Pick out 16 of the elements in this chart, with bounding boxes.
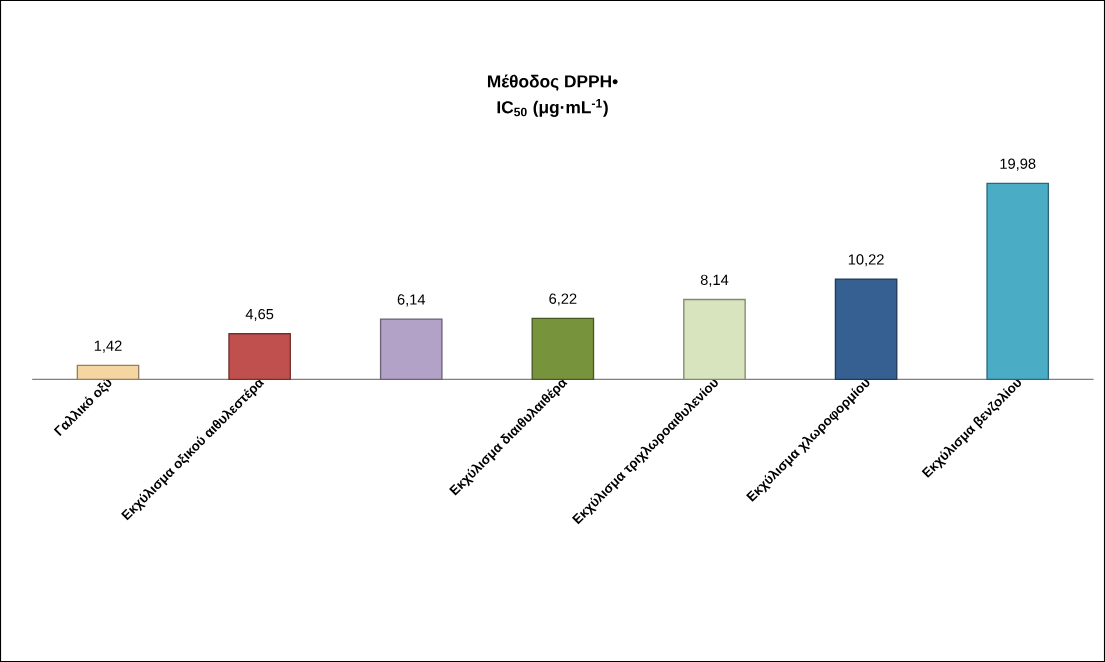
bar — [986, 182, 1050, 381]
bar — [76, 364, 140, 381]
bar — [683, 298, 746, 381]
data-label: 8,14 — [700, 274, 729, 287]
data-label: 10,22 — [848, 254, 884, 267]
data-label: 6,22 — [549, 293, 577, 306]
chart-subtitle: IC$_{50}$ (μg·mL$^{-1}$) — [497, 99, 608, 117]
data-label: 4,65 — [245, 308, 274, 322]
bar — [379, 318, 443, 381]
chart-title: Μέθοδος DPPH• — [487, 74, 618, 91]
bar — [834, 278, 898, 381]
bar — [531, 317, 595, 381]
bar — [228, 333, 291, 381]
data-label: 19,98 — [1000, 158, 1036, 171]
data-label: 6,14 — [397, 294, 426, 307]
data-label: 1,42 — [94, 340, 122, 353]
